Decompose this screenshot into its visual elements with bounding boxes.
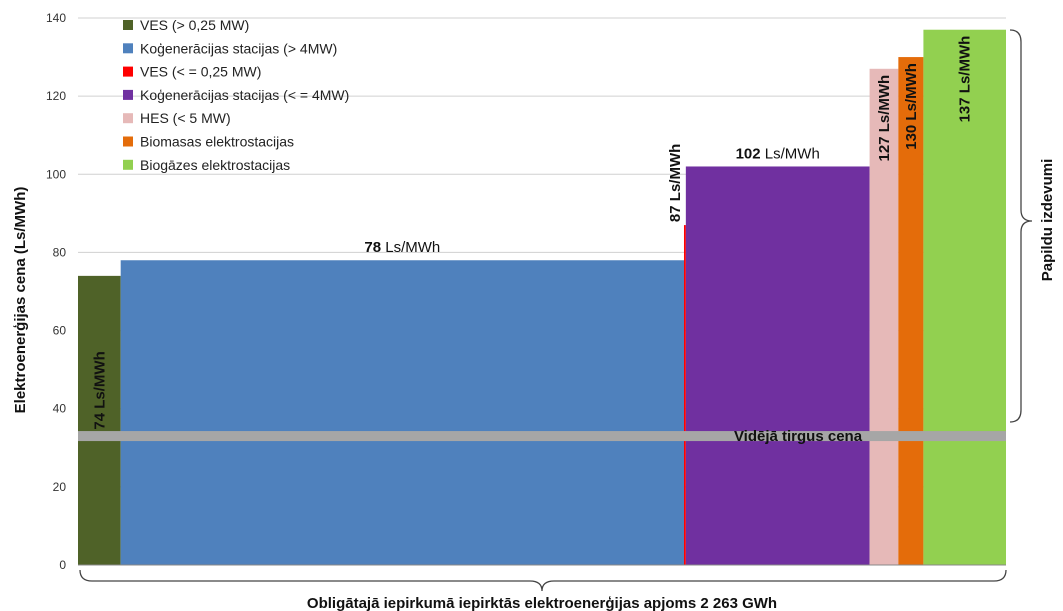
bar-label: 130 Ls/MWh [903, 63, 920, 150]
y-tick-label: 140 [46, 11, 66, 25]
legend-swatch [123, 20, 133, 30]
bar-label: 127 Ls/MWh [876, 75, 893, 162]
right-label: Papildu izdevumi [1039, 159, 1056, 282]
bar-label-unit: Ls/MWh [957, 36, 974, 94]
bar-label-unit: Ls/MWh [667, 144, 684, 202]
legend-swatch [123, 89, 133, 100]
y-tick-label: 0 [59, 558, 66, 572]
bar-label: 137 Ls/MWh [957, 36, 974, 123]
bar-label: 87 Ls/MWh [667, 144, 684, 222]
y-tick-label: 60 [53, 324, 67, 338]
legend-swatch [123, 113, 133, 124]
legend-entry: Biogāzes elektrostacijas [140, 157, 290, 173]
bar-label-unit: Ls/MWh [876, 75, 893, 132]
bar-label-value: 130 [903, 125, 920, 150]
y-tick-label: 100 [46, 167, 66, 181]
bar [120, 260, 684, 565]
bar-label-unit: Ls/MWh [765, 145, 820, 162]
y-tick-label: 120 [46, 89, 66, 103]
legend-entry: VES (> 0,25 MW) [140, 17, 249, 33]
legend-entry: Koģenerācijas stacijas (< = 4MW) [140, 87, 349, 103]
legend-entry: Koģenerācijas stacijas (> 4MW) [140, 40, 337, 56]
y-tick-labels: 0 20 40 60 80 100 120 140 [46, 11, 66, 572]
legend-entry: Biomasas elektrostacijas [140, 134, 294, 150]
y-tick-label: 20 [53, 480, 67, 494]
bar-label-value: 137 [957, 97, 974, 122]
legend-swatch [123, 43, 133, 54]
bar-label-value: 74 [91, 412, 108, 429]
average-market-price-label: Vidējā tirgus cena [734, 428, 863, 445]
bar-label-value: 102 [736, 145, 761, 162]
legend-entry: HES (< 5 MW) [140, 110, 231, 126]
bar [685, 166, 870, 565]
bars [78, 29, 1006, 566]
bar [898, 57, 924, 565]
legend-swatch [123, 159, 133, 170]
average-market-price-line [78, 431, 1006, 442]
bar-label: 78 Ls/MWh [364, 239, 440, 256]
legend-entry: VES (< = 0,25 MW) [140, 64, 261, 80]
bar [923, 29, 1006, 565]
bar [78, 275, 121, 565]
bar-label-unit: Ls/MWh [385, 239, 440, 256]
legend-swatch [123, 136, 133, 147]
bottom-brace [79, 569, 1007, 592]
legend: VES (> 0,25 MW) Koģenerācijas stacijas (>… [123, 17, 349, 173]
bar-label-value: 87 [667, 205, 684, 222]
bar-label: 102 Ls/MWh [736, 145, 820, 162]
bar-label: 74 Ls/MWh [91, 351, 108, 429]
bar [683, 225, 686, 566]
y-tick-label: 80 [53, 245, 67, 259]
bar [869, 68, 899, 566]
right-brace [1009, 29, 1033, 423]
y-tick-label: 40 [53, 402, 67, 416]
x-axis-label: Obligātajā iepirkumā iepirktās elektroen… [307, 595, 777, 611]
legend-swatch [123, 66, 133, 77]
y-axis-label: Elektroenerģijas cena (Ls/MWh) [12, 187, 29, 414]
bar-label-unit: Ls/MWh [91, 351, 108, 409]
bar-label-value: 78 [364, 239, 381, 256]
bar-label-unit: Ls/MWh [903, 63, 920, 120]
bar-label-value: 127 [876, 136, 893, 161]
